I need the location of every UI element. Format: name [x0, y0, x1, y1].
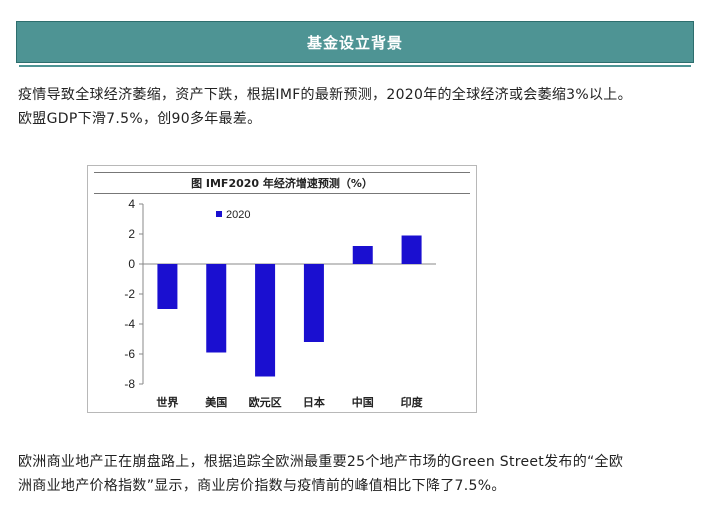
bar	[255, 264, 276, 377]
legend-swatch	[216, 211, 222, 217]
x-tick-label: 日本	[303, 395, 325, 409]
bar	[206, 264, 227, 353]
x-tick-label: 世界	[156, 395, 178, 409]
outro-paragraph: 欧洲商业地产正在崩盘路上，根据追踪全欧洲最重要25个地产市场的Green Str…	[18, 450, 698, 498]
chart-title-text: 图 IMF2020 年经济增速预测（%）	[191, 177, 373, 190]
y-tick-label: -8	[124, 377, 135, 391]
bar	[303, 264, 324, 342]
x-tick-label: 美国	[205, 395, 227, 409]
y-tick-label: -6	[124, 347, 135, 361]
y-tick-label: -2	[124, 287, 135, 301]
section-header: 基金设立背景	[16, 21, 694, 67]
y-tick-label: 0	[128, 257, 135, 271]
outro-line-2: 洲商业地产价格指数”显示，商业房价指数与疫情前的峰值相比下降了7.5%。	[18, 478, 506, 494]
y-tick-label: 4	[128, 197, 135, 211]
y-tick-label: 2	[128, 227, 135, 241]
bar	[157, 264, 178, 309]
section-title: 基金设立背景	[306, 33, 403, 52]
y-tick-label: -4	[124, 317, 135, 331]
gdp-forecast-chart: 图 IMF2020 年经济增速预测（%） 4 2 0 -2 -4 -6 -8 世界 美国 欧元区 日…	[87, 165, 477, 413]
x-tick-label: 中国	[352, 395, 374, 409]
x-tick-label: 欧元区	[249, 395, 282, 409]
chart-canvas: 4 2 0 -2 -4 -6 -8 世界 美国 欧元区 日本 中国 印度 2020	[124, 197, 436, 409]
chart-title: 图 IMF2020 年经济增速预测（%）	[94, 172, 470, 194]
intro-line-1: 疫情导致全球经济萎缩，资产下跌，根据IMF的最新预测，2020年的全球经济或会萎…	[18, 87, 632, 103]
legend-label: 2020	[226, 209, 250, 221]
x-tick-label: 印度	[401, 395, 424, 409]
intro-paragraph: 疫情导致全球经济萎缩，资产下跌，根据IMF的最新预测，2020年的全球经济或会萎…	[18, 83, 698, 131]
outro-line-1: 欧洲商业地产正在崩盘路上，根据追踪全欧洲最重要25个地产市场的Green Str…	[18, 454, 624, 470]
bar	[352, 246, 373, 264]
bar	[401, 235, 422, 264]
intro-line-2: 欧盟GDP下滑7.5%，创90多年最差。	[18, 111, 262, 127]
